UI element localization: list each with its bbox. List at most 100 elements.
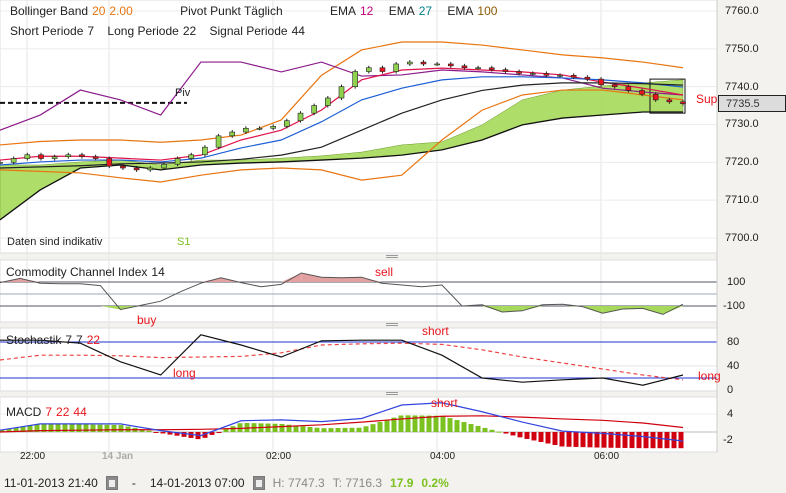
candle [639,90,645,95]
macd-name: MACD [6,405,42,419]
candle [461,65,468,69]
macd-histogram-bar [405,415,411,432]
stoch-d-line [0,342,684,381]
candle [557,75,563,77]
legend-bollinger[interactable]: Bollinger Band [10,4,89,18]
x-tick-label: 06:00 [594,451,620,462]
candle [92,156,99,159]
panel-resize-grip-icon [386,323,398,324]
candle [215,135,222,148]
date-from[interactable]: 11-01-2013 21:40 [4,476,98,490]
x-tick-label: 22:00 [20,451,46,462]
candle [529,73,536,75]
price-tick-label: 7720.0 [725,156,759,169]
legend-param: 100 [477,4,498,18]
macd-short-label: short [431,396,458,410]
disclaimer: Daten sind indikativ [7,236,103,248]
stoch-panel [0,327,718,392]
candle [666,99,673,103]
cci-title: Commodity Channel Index 14 [6,265,169,279]
candle [229,131,236,137]
stoch-param: 7 [76,333,83,347]
legend-line-2: Short Periode 7 Long Periode 22 Signal Per… [10,24,309,38]
macd-histogram-bar [419,415,425,432]
macd-histogram-bar [461,422,467,432]
date-range-bar: 11-01-2013 21:40 - 14-01-2013 07:00 H: 7… [4,476,449,490]
macd-histogram-bar [398,415,404,432]
panel-resize-grip-icon [386,257,398,258]
macd-histogram-bar [13,427,19,432]
macd-histogram-bar [496,431,502,433]
candle [611,84,618,87]
legend-long-periode[interactable]: Long Periode [107,24,179,38]
legend-short-periode[interactable]: Short Periode [10,24,84,38]
candle [38,154,44,159]
macd-tick: 4 [727,408,734,420]
panel-resize-grip-icon [386,392,398,393]
cci-buy-label: buy [137,313,157,327]
cci-oversold-area [642,306,663,315]
cci-oversold-area [100,306,121,310]
candle [625,86,632,91]
macd-histogram-bar [279,423,285,432]
panel-resize-grip-icon [386,325,398,326]
candle [147,167,154,171]
macd-histogram-bar [41,423,47,432]
candle [393,63,399,72]
macd-histogram-bar [524,432,530,439]
candle [65,154,72,157]
macd-histogram-bar [594,432,600,448]
legend-ema27[interactable]: EMA [388,4,415,18]
macd-histogram-bar [559,432,565,447]
macd-histogram-bar [517,432,523,438]
macd-histogram-bar [566,432,572,447]
macd-histogram-bar [335,427,341,432]
candle [475,67,481,70]
legend-pivot[interactable]: Pivot Punkt Täglich [180,4,283,18]
candle [120,165,126,169]
stoch-short-label: short [422,324,449,338]
price-tick-label: 7760.0 [725,5,759,17]
calendar-icon[interactable] [105,476,118,490]
macd-histogram-bar [293,425,299,432]
candle [652,93,659,101]
macd-param: 7 [45,405,53,419]
macd-histogram-bar [629,432,635,449]
candle [243,127,249,133]
candle [297,112,304,122]
legend-ema100[interactable]: EMA [447,4,474,18]
macd-histogram-bar [244,422,250,432]
legend-value: 44 [291,24,305,38]
macd-histogram-bar [300,426,306,432]
candle [598,78,604,86]
macd-histogram-bar [657,432,663,449]
macd-histogram-bar [580,432,586,448]
macd-histogram-bar [363,426,369,432]
macd-histogram-bar [0,429,5,432]
candle [51,156,58,159]
candle [202,146,208,156]
macd-histogram-bar [552,432,558,445]
candle [79,154,85,157]
macd-histogram-bar [615,432,621,448]
calendar-icon[interactable] [252,476,265,490]
macd-histogram-bar [356,427,362,432]
candle [284,120,290,127]
cci-oversold-area [502,306,523,312]
macd-histogram-bar [664,432,670,449]
macd-histogram-bar [286,424,292,432]
date-to[interactable]: 14-01-2013 07:00 [149,476,245,490]
macd-histogram-bar [622,432,628,448]
legend-ema12[interactable]: EMA [329,4,356,18]
candle [447,63,454,67]
candle [406,61,413,65]
price-tick-label: 7750.0 [725,42,759,55]
legend-signal-periode[interactable]: Signal Periode [209,24,288,38]
cci-overbought-area [341,277,362,282]
candle [270,126,277,129]
macd-param: 44 [73,405,87,419]
macd-histogram-bar [209,432,215,435]
macd-histogram-bar [447,418,453,432]
macd-histogram-bar [349,427,355,432]
